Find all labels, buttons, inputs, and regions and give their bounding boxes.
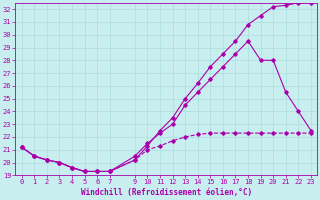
X-axis label: Windchill (Refroidissement éolien,°C): Windchill (Refroidissement éolien,°C): [81, 188, 252, 197]
